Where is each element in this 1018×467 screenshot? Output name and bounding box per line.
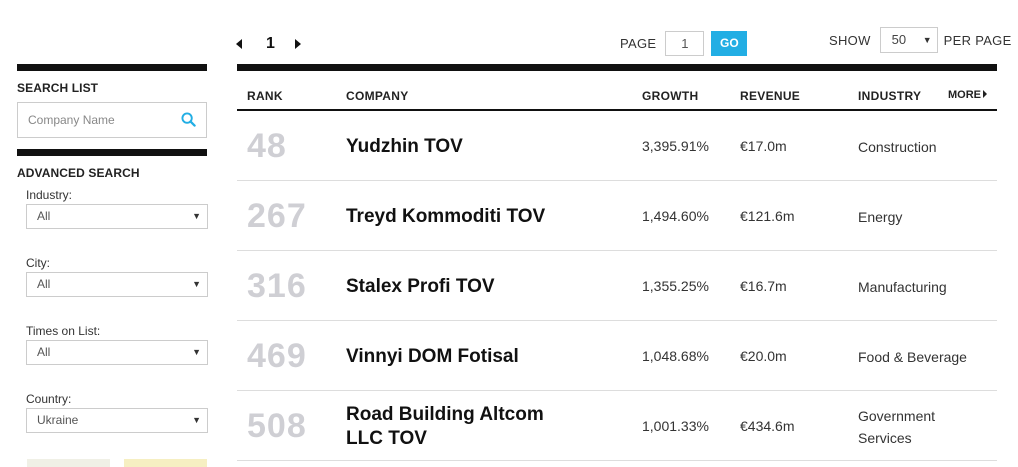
caret-down-icon: ▼ (192, 415, 201, 425)
filter-label: Times on List: (26, 324, 101, 338)
rank-value: 508 (247, 407, 307, 445)
industry-value: Food & Beverage (858, 349, 967, 365)
more-columns-button[interactable]: MORE (948, 89, 987, 101)
ranking-table: RANK COMPANY GROWTH REVENUE INDUSTRY MOR… (237, 64, 997, 461)
show-label: SHOW (829, 32, 871, 48)
company-name-link[interactable]: Vinnyi DOM Fotisal (346, 346, 519, 367)
ad-thumbnails (27, 459, 207, 467)
filter-label: Industry: (26, 188, 73, 202)
company-name-link[interactable]: Stalex Profi TOV (346, 276, 495, 297)
select-value: Ukraine (37, 413, 79, 427)
thumbnail-image (124, 459, 207, 467)
go-button[interactable]: GO (711, 31, 748, 56)
rank-column-header[interactable]: RANK (247, 89, 283, 103)
industry-column-header[interactable]: INDUSTRY (858, 89, 922, 103)
sidebar: SEARCH LIST Company Name ADVANCED SEARCH… (17, 64, 208, 433)
industry-select[interactable]: All ▼ (26, 204, 208, 229)
company-name-link[interactable]: Treyd Kommoditi TOV (346, 206, 546, 227)
company-name-link[interactable]: Yudzhin TOV (346, 136, 463, 157)
divider (17, 149, 207, 156)
growth-value: 1,001.33% (642, 418, 709, 434)
revenue-column-header[interactable]: REVENUE (740, 89, 801, 103)
caret-down-icon: ▼ (192, 279, 201, 289)
table-row[interactable]: 469 Vinnyi DOM Fotisal 1,048.68% €20.0m … (237, 321, 997, 391)
revenue-value: €17.0m (740, 138, 787, 154)
caret-down-icon: ▼ (922, 35, 932, 45)
search-icon[interactable] (181, 112, 196, 127)
search-placeholder: Company Name (28, 113, 115, 127)
revenue-value: €20.0m (740, 348, 787, 364)
select-value: All (37, 277, 51, 291)
city-filter: City: All ▼ (26, 256, 208, 297)
table-header: RANK COMPANY GROWTH REVENUE INDUSTRY MOR… (237, 64, 997, 111)
prev-page-arrow-icon[interactable] (236, 39, 242, 49)
caret-down-icon: ▼ (192, 347, 201, 357)
per-page-value: 50 (891, 32, 907, 47)
pagination: 1 (236, 33, 301, 55)
industry-value: Manufacturing (858, 279, 947, 295)
thumbnail-image (27, 459, 110, 467)
caret-down-icon: ▼ (192, 211, 201, 221)
company-name-link[interactable]: Road Building Altcom LLC TOV (346, 404, 544, 449)
city-select[interactable]: All ▼ (26, 272, 208, 297)
growth-column-header[interactable]: GROWTH (642, 89, 699, 103)
revenue-value: €121.6m (740, 208, 795, 224)
filter-label: City: (26, 256, 50, 270)
rank-value: 469 (247, 337, 307, 375)
per-page-control: SHOW 50 ▼ PER PAGE (829, 27, 1012, 53)
filter-label: Country: (26, 392, 72, 406)
more-label: MORE (948, 89, 981, 101)
industry-value: Energy (858, 209, 903, 225)
table-row[interactable]: 508 Road Building Altcom LLC TOV 1,001.3… (237, 391, 997, 461)
growth-value: 1,355.25% (642, 278, 709, 294)
revenue-value: €16.7m (740, 278, 787, 294)
table-row[interactable]: 48 Yudzhin TOV 3,395.91% €17.0m Construc… (237, 111, 997, 181)
per-page-label: PER PAGE (943, 32, 1012, 48)
growth-value: 1,048.68% (642, 348, 709, 364)
revenue-value: €434.6m (740, 418, 795, 434)
divider (17, 64, 207, 71)
select-value: All (37, 345, 51, 359)
rank-value: 267 (247, 197, 307, 235)
company-column-header[interactable]: COMPANY (346, 89, 409, 103)
times-on-list-filter: Times on List: All ▼ (26, 324, 208, 365)
advanced-search-heading: ADVANCED SEARCH (17, 166, 140, 180)
select-value: All (37, 209, 51, 223)
current-page-number: 1 (266, 35, 275, 52)
country-filter: Country: Ukraine ▼ (26, 392, 208, 433)
rank-value: 48 (247, 127, 287, 165)
table-row[interactable]: 316 Stalex Profi TOV 1,355.25% €16.7m Ma… (237, 251, 997, 321)
per-page-select[interactable]: 50 ▼ (879, 27, 938, 53)
industry-value: Construction (858, 139, 937, 155)
caret-right-icon (983, 90, 987, 98)
rank-value: 316 (247, 267, 307, 305)
country-select[interactable]: Ukraine ▼ (26, 408, 208, 433)
industry-filter: Industry: All ▼ (26, 188, 208, 229)
page-jump: PAGE 1 GO (620, 31, 748, 56)
search-list-heading: SEARCH LIST (17, 81, 99, 95)
growth-value: 1,494.60% (642, 208, 709, 224)
times-on-list-select[interactable]: All ▼ (26, 340, 208, 365)
page-number-input[interactable]: 1 (665, 31, 705, 56)
company-search-input[interactable]: Company Name (17, 102, 207, 138)
industry-value: Government Services (858, 408, 936, 446)
page-label: PAGE (620, 36, 657, 51)
next-page-arrow-icon[interactable] (294, 39, 301, 49)
table-row[interactable]: 267 Treyd Kommoditi TOV 1,494.60% €121.6… (237, 181, 997, 251)
growth-value: 3,395.91% (642, 138, 709, 154)
